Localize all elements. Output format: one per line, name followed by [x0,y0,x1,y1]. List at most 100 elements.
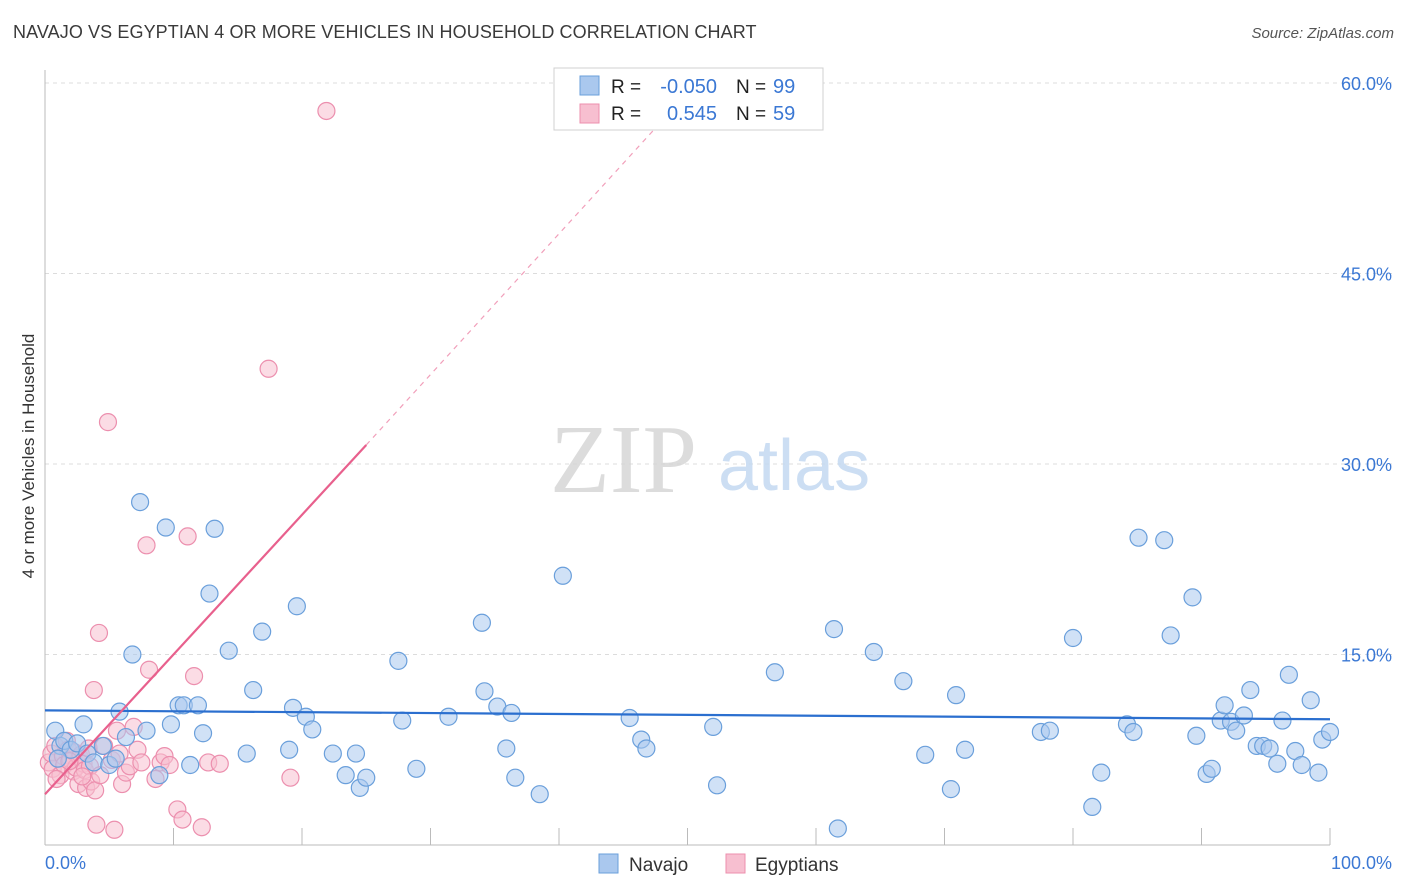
x-tick-label: 0.0% [45,853,86,873]
navajo-point [287,597,306,616]
navajo-point [765,663,784,682]
navajo-point [219,641,238,660]
egyptians-point [317,101,336,121]
navajo-point [205,519,224,538]
egyptians-point [73,767,92,786]
navajo-r-label: R = [611,77,641,98]
trend-lines [44,120,1331,795]
navajo-point [1063,628,1083,648]
navajo-point [894,672,913,691]
egyptians-n-value: 59 [773,103,795,125]
navajo-point [1241,680,1260,700]
navajo-point [707,776,727,795]
watermark-atlas: atlas [718,426,870,506]
egyptians-point [173,810,192,829]
navajo-point [1227,721,1246,740]
navajo-point [1183,588,1202,607]
navajo-point [1279,665,1298,684]
navajo-point [137,721,156,740]
navajo-point [1320,722,1340,742]
navajo-n-value: 99 [773,76,795,98]
egyptians-point [87,815,106,834]
egyptians-point [210,754,229,773]
axes [44,70,1331,846]
egyptians-trend-line [44,444,368,795]
navajo-point [188,696,208,715]
navajo-point [506,768,525,787]
navajo-points [46,493,1340,838]
navajo-point [637,739,656,758]
navajo-point [193,724,213,743]
navajo-point [393,711,412,730]
navajo-point [1301,691,1320,710]
navajo-point [1161,626,1180,645]
navajo-point [130,493,150,512]
navajo-point [1040,721,1059,740]
egyptians-point [89,623,109,643]
legend-egyptians-swatch [725,853,746,874]
navajo-point [439,707,458,726]
navajo-swatch [579,75,600,96]
egyptians-point [259,359,278,378]
navajo-point [106,749,125,768]
navajo-point [946,686,966,705]
legend-navajo-swatch [598,853,619,874]
y-tick-labels: 15.0% 30.0% 45.0% 60.0% [1341,74,1392,665]
gridlines [45,82,1392,656]
navajo-point [181,755,200,775]
chart-title: NAVAJO VS EGYPTIAN 4 OR MORE VEHICLES IN… [13,22,757,42]
legend-egyptians-label: Egyptians [755,855,838,876]
watermark: ZIP atlas [550,406,870,514]
navajo-point [955,740,975,759]
navajo-n-label: N = [736,77,766,98]
egyptians-r-value: 0.545 [667,103,717,125]
x-tick-labels: 0.0% 100.0% [45,853,1392,873]
navajo-point [357,768,376,787]
egyptians-point [184,666,204,686]
navajo-point [336,766,355,785]
correlation-legend: R = -0.050 N = 99 R = 0.545 N = 59 [553,67,824,131]
navajo-point [253,622,272,641]
legend-navajo-label: Navajo [629,855,688,876]
navajo-point [1202,759,1221,778]
y-tick-label: 45.0% [1341,265,1392,285]
egyptians-point [47,769,66,789]
navajo-point [123,645,142,664]
y-tick-label: 15.0% [1341,646,1392,666]
navajo-point [620,708,639,728]
navajo-point [1129,528,1148,547]
watermark-zip: ZIP [550,406,697,514]
navajo-point [824,620,844,639]
egyptians-point [84,680,103,700]
y-tick-label: 60.0% [1341,74,1392,94]
navajo-point [74,715,93,734]
navajo-point [200,584,219,603]
navajo-point [916,745,935,764]
navajo-point [323,744,342,763]
navajo-point [48,749,67,768]
navajo-point [1187,726,1206,745]
navajo-point [93,736,112,756]
y-axis-label: 4 or more Vehicles in Household [19,334,38,579]
navajo-point [389,651,408,670]
egyptians-point [139,660,159,679]
navajo-point [156,518,175,537]
egyptians-swatch [579,103,600,124]
navajo-r-value: -0.050 [660,76,717,98]
navajo-trend-line [44,709,1331,721]
navajo-point [1268,754,1287,773]
navajo-point [1124,722,1143,742]
navajo-point [941,780,961,799]
navajo-point [1309,763,1328,782]
navajo-point [1273,711,1292,730]
egyptians-point [178,527,197,546]
navajo-point [1092,763,1111,782]
egyptians-n-label: N = [736,104,766,125]
navajo-point [1260,739,1279,758]
egyptians-point [192,818,211,837]
navajo-point [1292,755,1311,775]
egyptians-trend-line-extension [365,120,663,446]
egyptians-point [105,820,124,839]
y-tick-label: 30.0% [1341,455,1392,475]
